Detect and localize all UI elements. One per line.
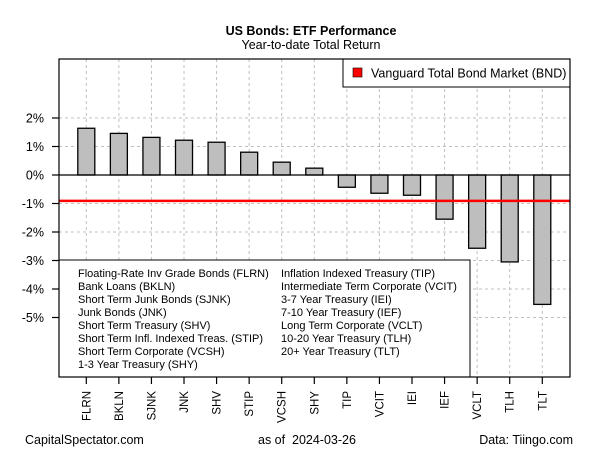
bar-iei [402,174,422,196]
key-legend-item: Inflation Indexed Treasury (TIP) [281,268,435,280]
x-tick-label-sjnk: SJNK [146,391,158,421]
x-tick-label-tlt: TLT [537,391,549,411]
bnd-legend-label: Vanguard Total Bond Market (BND) [371,67,566,81]
x-tick-label-stip: STIP [244,391,256,417]
bar-tlt [533,174,552,306]
x-tick-label-vcsh: VCSH [277,391,289,423]
chart-title: US Bonds: ETF Performance [226,24,397,38]
bar-bkln [109,132,129,176]
plot-frame [58,58,571,378]
y-tick-label-2: 0% [26,169,44,183]
key-legend-item: Long Term Corporate (VCLT) [281,320,422,332]
key-legend-item: 7-10 Year Treasury (IEF) [281,307,401,319]
x-tick-label-bkln: BKLN [114,391,126,421]
y-axis: 2% 1% 0% -1% -2% -3% -4% -5% [22,112,59,325]
key-legend-item: Intermediate Term Corporate (VCIT) [281,281,457,293]
x-tick-label-vcit: VCIT [374,391,386,417]
bar-flrn [77,127,96,176]
y-tick-label-4: -2% [22,226,44,240]
key-legend-item: Bank Loans (BKLN) [78,281,175,293]
y-tick-label-7: -5% [22,311,44,325]
y-tick-label-5: -3% [22,254,44,268]
key-legend-item: Short Term Corporate (VCSH) [78,346,225,358]
x-tick-label-shv: SHV [212,391,224,415]
key-legend-item: Junk Bonds (JNK) [78,307,167,319]
key-legend-item: Short Term Junk Bonds (SJNK) [78,294,231,306]
key-legend: Floating-Rate Inv Grade Bonds (FLRN)Bank… [58,259,471,378]
footer-date: 2024-03-26 [292,433,356,447]
bar-stip [239,151,259,176]
bar-shv [207,141,226,176]
key-legend-column-1: Floating-Rate Inv Grade Bonds (FLRN)Bank… [78,268,269,371]
bars [77,127,552,306]
x-tick-label-vclt: VCLT [472,391,484,420]
bnd-legend-swatch [352,67,363,78]
key-legend-item: Short Term Treasury (SHV) [78,320,210,332]
bar-vclt [467,174,487,249]
key-legend-item: 1-3 Year Treasury (SHY) [78,359,198,371]
bar-tip [337,174,357,188]
x-tick-label-iei: IEI [407,391,419,405]
key-legend-item: 3-7 Year Treasury (IEI) [281,294,392,306]
key-legend-column-2: Inflation Indexed Treasury (TIP)Intermed… [281,268,457,358]
x-tick-label-tlh: TLH [505,391,517,413]
key-legend-item: 10-20 Year Treasury (TLH) [281,333,411,345]
key-legend-item: Short Term Infl. Indexed Treas. (STIP) [78,333,263,345]
y-tick-label-1: 1% [26,140,44,154]
key-legend-item: 20+ Year Treasury (TLT) [281,346,400,358]
bar-shy [305,167,324,176]
x-tick-label-ief: IEF [440,391,452,409]
bar-vcsh [272,161,291,176]
bar-tlh [500,174,519,263]
footer-as-of-label: as of [258,433,286,447]
y-tick-label-0: 2% [26,112,44,126]
bar-sjnk [142,136,161,176]
bar-ief [435,174,454,220]
chart-subtitle: Year-to-date Total Return [242,38,381,52]
y-tick-label-3: -1% [22,197,44,211]
bar-jnk [174,139,194,176]
y-tick-label-6: -4% [22,283,44,297]
key-legend-item: Floating-Rate Inv Grade Bonds (FLRN) [78,268,269,280]
key-legend-box [58,259,471,378]
x-tick-label-flrn: FLRN [81,391,93,421]
footer-data-source: Data: Tiingo.com [479,433,573,447]
bar-vcit [370,174,389,194]
bnd-legend: Vanguard Total Bond Market (BND) [342,58,571,88]
x-tick-label-tip: TIP [342,391,354,409]
x-axis: FLRN BKLN SJNK JNK SHV STIP VCSH SHY TIP VCIT IEI I… [81,377,549,423]
x-tick-label-jnk: JNK [179,391,191,413]
footer-source-site: CapitalSpectator.com [25,433,144,447]
x-tick-label-shy: SHY [309,391,321,415]
